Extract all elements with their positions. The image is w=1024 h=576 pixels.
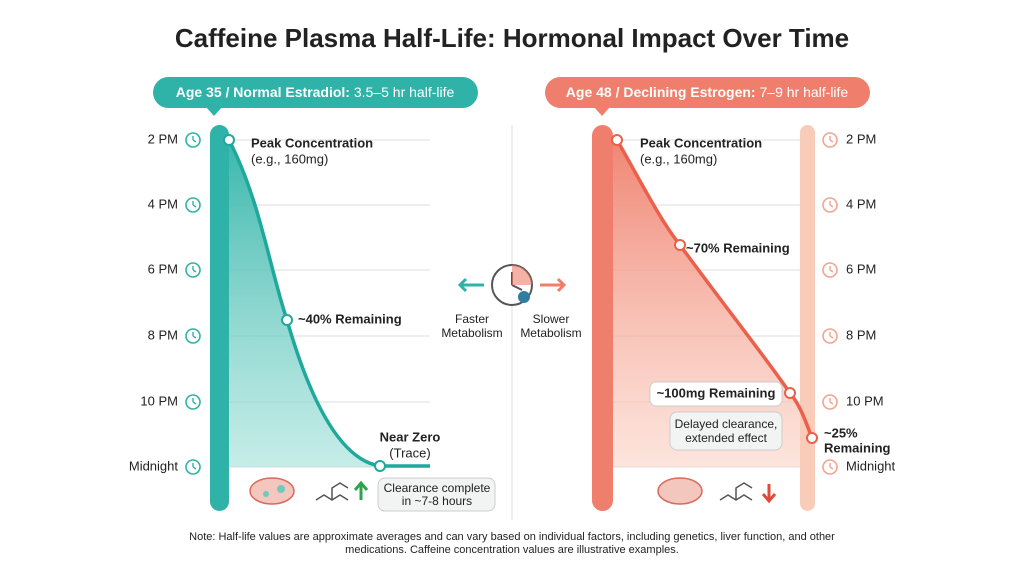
clock-hands [829, 201, 834, 208]
gear-icon [518, 291, 530, 303]
note: medications. Caffeine concentration valu… [345, 544, 679, 556]
clock-hands [829, 266, 834, 273]
icon-dot [263, 491, 269, 497]
right-curve [615, 139, 814, 439]
left-header-pill [153, 77, 478, 108]
annotation: Peak Concentration [640, 135, 762, 150]
annotation: ~70% Remaining [686, 240, 790, 255]
right-light-bar [800, 125, 815, 511]
annotation: ~100mg Remaining [657, 385, 776, 400]
clock-hands [192, 201, 197, 208]
time-label: 2 PM [148, 131, 178, 146]
point [223, 134, 235, 146]
time-label: 6 PM [846, 261, 876, 276]
point [281, 314, 293, 326]
clock-hands [829, 463, 834, 470]
point [674, 239, 686, 251]
annotation: Peak Concentration [251, 135, 373, 150]
annotation: (e.g., 160mg) [251, 151, 328, 166]
clock-hands [192, 136, 197, 143]
point [611, 134, 623, 146]
pill-pointer [594, 107, 610, 116]
time-label: Midnight [129, 458, 179, 473]
label-box [649, 381, 783, 407]
annotation: ~40% Remaining [298, 311, 402, 326]
clock-hands [829, 136, 834, 143]
right-icons [657, 477, 777, 505]
left-area [229, 140, 430, 467]
time-label: 4 PM [148, 196, 178, 211]
icon-dot [277, 485, 285, 493]
ovary-icon [657, 477, 703, 505]
callout: in ~7-8 hours [402, 494, 472, 508]
header-rest: 3.5–5 hr half-life [354, 84, 455, 100]
center-label: Slower [533, 312, 570, 326]
time-label: 10 PM [846, 393, 884, 408]
annotation: ~25% [824, 425, 858, 440]
up-arrow [353, 480, 369, 500]
molecule-icon [719, 482, 753, 501]
left-time-bar [210, 125, 229, 511]
clock-wedge [512, 265, 532, 285]
clock-hands [192, 463, 197, 470]
left-icons [249, 477, 369, 505]
time-label: 8 PM [148, 327, 178, 342]
point [374, 460, 386, 472]
clock-hands [192, 332, 197, 339]
header-bold: Age 35 / Normal Estradiol: [176, 84, 350, 100]
right-header: Age 48 / Declining Estrogen: 7–9 hr half… [566, 84, 849, 100]
callout-box [377, 477, 496, 512]
header-rest: 7–9 hr half-life [760, 84, 849, 100]
callout: Delayed clearance, [675, 417, 778, 431]
annotation: (e.g., 160mg) [640, 151, 717, 166]
note: Note: Half-life values are approximate a… [189, 531, 835, 543]
clock-hands [192, 266, 197, 273]
time-label: 2 PM [846, 131, 876, 146]
left-header: Age 35 / Normal Estradiol: 3.5–5 hr half… [176, 84, 455, 100]
time-label: 10 PM [140, 393, 178, 408]
clock-hands [829, 398, 834, 405]
header-bold: Age 48 / Declining Estrogen: [566, 84, 756, 100]
down-arrow [761, 484, 777, 504]
callout-box [669, 411, 783, 451]
center-label: Faster [455, 312, 489, 326]
time-label: Midnight [846, 458, 896, 473]
molecule-icon [315, 482, 349, 501]
right-arrow [540, 277, 567, 293]
center-label: Metabolism [520, 326, 581, 340]
callout: extended effect [685, 431, 768, 445]
time-label: 6 PM [148, 261, 178, 276]
callout: Clearance complete [384, 481, 491, 495]
clock-hands [829, 332, 834, 339]
left-arrow [457, 277, 484, 293]
clock-hands [192, 398, 197, 405]
annotation: (Trace) [389, 445, 430, 460]
right-time-bar [592, 125, 613, 511]
ovary-icon [249, 477, 295, 505]
time-label: 8 PM [846, 327, 876, 342]
time-label: 4 PM [846, 196, 876, 211]
title: Caffeine Plasma Half-Life: Hormonal Impa… [175, 23, 849, 53]
annotation: Near Zero [380, 429, 441, 444]
point [806, 432, 818, 444]
pill-pointer [206, 107, 222, 116]
point [784, 387, 796, 399]
right-header-pill [545, 77, 870, 108]
center-label: Metabolism [441, 326, 502, 340]
annotation: Remaining [824, 440, 891, 455]
